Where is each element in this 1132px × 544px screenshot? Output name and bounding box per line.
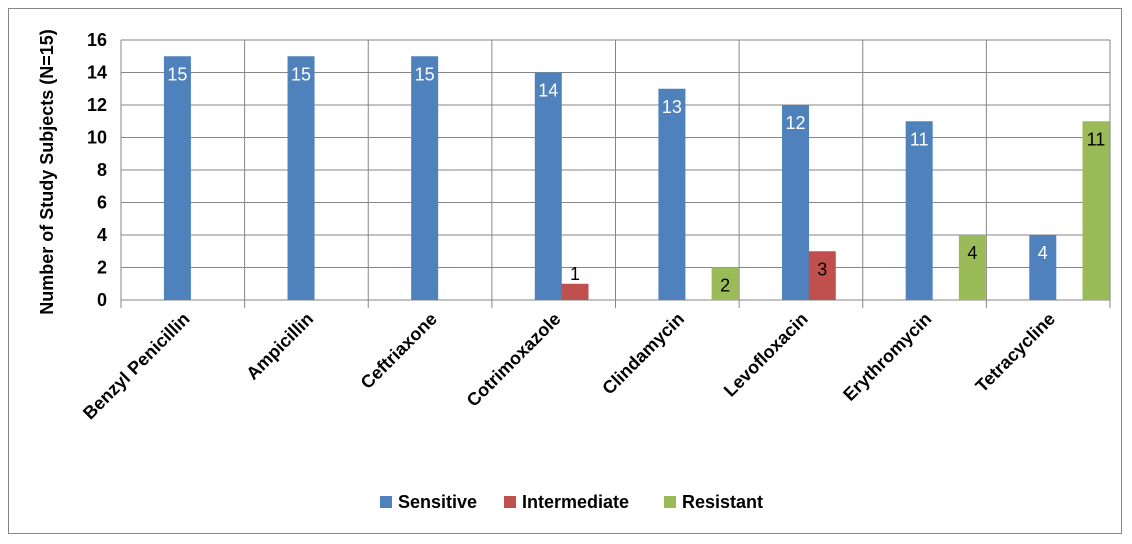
y-tick-label: 10	[87, 128, 107, 148]
data-label-intermediate: 1	[570, 264, 580, 284]
data-label-sensitive: 4	[1038, 243, 1048, 263]
bar-sensitive	[1029, 235, 1057, 300]
legend-label-resistant: Resistant	[682, 492, 763, 512]
legend-label-intermediate: Intermediate	[522, 492, 629, 512]
y-tick-label: 16	[87, 30, 107, 50]
y-tick-label: 14	[87, 63, 107, 83]
x-category-label: Cotrimoxazole	[463, 309, 565, 411]
legend: Sensitive Intermediate Resistant	[380, 492, 763, 512]
x-category-label: Clindamycin	[598, 309, 688, 399]
data-label-sensitive: 15	[291, 64, 311, 84]
bar-sensitive	[658, 88, 686, 300]
legend-label-sensitive: Sensitive	[398, 492, 477, 512]
legend-swatch-intermediate	[504, 496, 516, 508]
bar-resistant	[958, 235, 986, 300]
legend-swatch-sensitive	[380, 496, 392, 508]
y-tick-label: 12	[87, 95, 107, 115]
data-label-sensitive: 15	[167, 64, 187, 84]
data-label-sensitive: 15	[415, 64, 435, 84]
bar-intermediate	[561, 283, 589, 300]
data-label-sensitive: 13	[662, 97, 682, 117]
y-tick-label: 0	[97, 290, 107, 310]
data-label-resistant: 11	[1087, 129, 1106, 149]
x-category-label: Tetracycline	[972, 309, 1059, 396]
data-label-sensitive: 12	[786, 113, 806, 133]
bar-resistant	[1082, 121, 1110, 300]
bar-sensitive	[534, 72, 562, 300]
bar-sensitive	[782, 105, 810, 300]
x-category-label: Ceftriaxone	[357, 309, 441, 393]
data-label-resistant: 2	[720, 276, 730, 296]
bar-sensitive	[411, 56, 439, 300]
bar-sensitive	[163, 56, 191, 300]
bar-sensitive	[287, 56, 315, 300]
y-tick-label: 8	[97, 160, 107, 180]
x-axis-categories: Benzyl Penicillin Ampicillin Ceftriaxone Co…	[79, 309, 1059, 424]
legend-swatch-resistant	[664, 496, 676, 508]
x-category-label: Erythromycin	[839, 309, 935, 405]
data-label-resistant: 4	[967, 243, 977, 263]
data-label-sensitive: 11	[910, 129, 929, 149]
x-category-label: Levofloxacin	[720, 309, 812, 401]
y-axis-title: Number of Study Subjects (N=15)	[37, 29, 57, 315]
data-label-intermediate: 3	[817, 259, 827, 279]
chart-frame	[8, 8, 1122, 534]
data-label-sensitive: 14	[538, 81, 558, 101]
bar-intermediate	[808, 251, 836, 300]
bars	[163, 56, 1110, 300]
y-tick-label: 2	[97, 258, 107, 278]
gridlines	[120, 39, 1111, 308]
y-axis-ticks: 0 2 4 6 8 10 12 14 16	[87, 30, 107, 310]
x-category-label: Ampicillin	[242, 309, 317, 384]
bar-sensitive	[905, 121, 933, 300]
x-category-label: Benzyl Penicillin	[79, 309, 194, 424]
y-tick-label: 6	[97, 193, 107, 213]
data-labels: 15 15 15 14 1 13 2 12 3 11 4 4 11	[167, 64, 1105, 295]
y-tick-label: 4	[97, 225, 107, 245]
bar-resistant	[711, 267, 739, 300]
